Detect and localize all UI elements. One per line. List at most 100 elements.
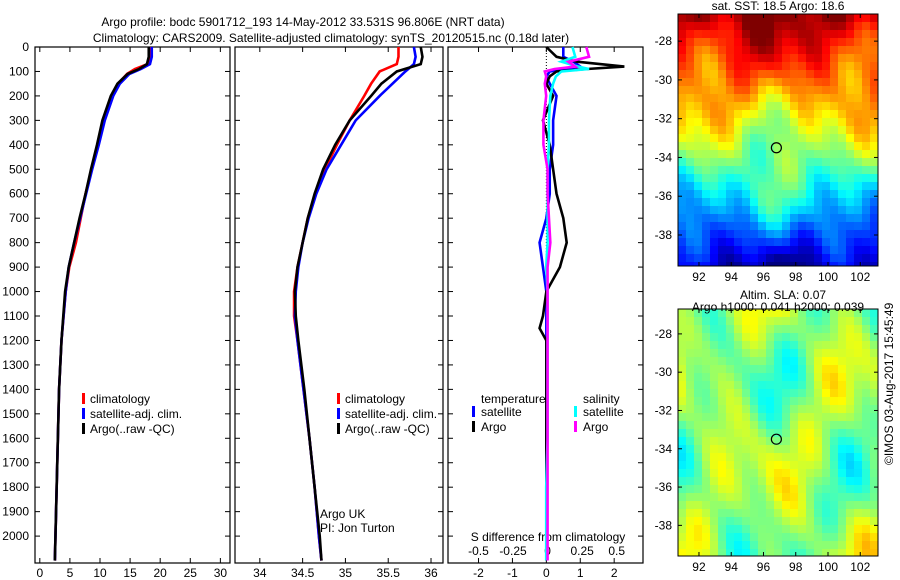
map-cell <box>726 325 734 333</box>
map-cell <box>814 94 822 102</box>
map-cell <box>710 309 718 317</box>
map-cell <box>686 166 694 174</box>
map-cell <box>686 517 694 525</box>
map-cell <box>846 357 854 365</box>
map-cell <box>758 38 766 46</box>
map-cell <box>742 357 750 365</box>
map-cell <box>830 142 838 150</box>
map-cell <box>742 150 750 158</box>
map-cell <box>758 102 766 110</box>
map-cell <box>838 22 846 30</box>
map-cell <box>742 262 750 266</box>
map-cell <box>870 381 878 389</box>
map-cell <box>758 365 766 373</box>
map-cell <box>758 182 766 190</box>
map-cell <box>726 190 734 198</box>
map-cell <box>846 118 854 126</box>
map-cell <box>694 46 702 54</box>
map-cell <box>702 413 710 421</box>
map-cell <box>766 469 774 477</box>
map-cell <box>806 341 814 349</box>
map-cell <box>846 333 854 341</box>
map-cell <box>838 62 846 70</box>
map-cell <box>726 349 734 357</box>
map-cell <box>774 62 782 70</box>
map-cell <box>750 413 758 421</box>
map-cell <box>726 453 734 461</box>
map-cell <box>854 509 862 517</box>
map-cell <box>806 469 814 477</box>
map-cell <box>822 54 830 62</box>
map-cell <box>782 437 790 445</box>
map-cell <box>678 118 686 126</box>
map-cell <box>686 413 694 421</box>
map-cell <box>814 469 822 477</box>
map-cell <box>846 421 854 429</box>
map-cell <box>766 14 774 22</box>
map-cell <box>870 325 878 333</box>
map-cell <box>702 222 710 230</box>
map-cell <box>806 134 814 142</box>
map-cell <box>798 429 806 437</box>
map-cell <box>854 541 862 549</box>
map-cell <box>830 373 838 381</box>
map-cell <box>822 493 830 501</box>
map-cell <box>758 445 766 453</box>
map-cell <box>862 46 870 54</box>
map-cell <box>822 317 830 325</box>
map-cell <box>694 381 702 389</box>
map-cell <box>790 429 798 437</box>
map-cell <box>758 254 766 262</box>
map-cell <box>766 182 774 190</box>
map-cell <box>758 54 766 62</box>
map-cell <box>806 533 814 541</box>
map-cell <box>718 142 726 150</box>
map-cell <box>806 222 814 230</box>
map-cell <box>782 246 790 254</box>
map-cell <box>758 509 766 517</box>
map-cell <box>830 94 838 102</box>
map-cell <box>798 309 806 317</box>
map-cell <box>822 102 830 110</box>
map-cell <box>750 238 758 246</box>
map-cell <box>838 477 846 485</box>
map-cell <box>678 22 686 30</box>
map-cell <box>750 445 758 453</box>
map-cell <box>694 22 702 30</box>
map-cell <box>846 365 854 373</box>
map-cell <box>822 238 830 246</box>
map-cell <box>774 517 782 525</box>
map-cell <box>766 70 774 78</box>
map-cell <box>694 222 702 230</box>
map-cell <box>830 238 838 246</box>
depth-tick-label: 700 <box>9 211 29 225</box>
x-tick-label: 34.5 <box>291 566 315 580</box>
map-cell <box>686 142 694 150</box>
map-cell <box>758 190 766 198</box>
map-cell <box>734 230 742 238</box>
map-cell <box>702 453 710 461</box>
map-cell <box>766 206 774 214</box>
sla-map-subtitle: Argo h1000: 0.041 h2000: 0.039 <box>692 300 864 314</box>
map-cell <box>862 62 870 70</box>
x-tick-label: 0 <box>36 566 43 580</box>
map-cell <box>846 413 854 421</box>
map-cell <box>742 142 750 150</box>
map-cell <box>678 485 686 493</box>
map-cell <box>678 214 686 222</box>
map-cell <box>750 397 758 405</box>
x-tick-label: -1 <box>507 566 518 580</box>
map-cell <box>710 501 718 509</box>
map-cell <box>814 142 822 150</box>
map-cell <box>790 166 798 174</box>
map-cell <box>694 373 702 381</box>
map-cell <box>758 405 766 413</box>
map-cell <box>838 421 846 429</box>
map-cell <box>854 445 862 453</box>
map-cell <box>710 405 718 413</box>
map-cell <box>806 509 814 517</box>
map-cell <box>862 509 870 517</box>
map-cell <box>846 46 854 54</box>
map-cell <box>758 541 766 549</box>
map-cell <box>686 445 694 453</box>
